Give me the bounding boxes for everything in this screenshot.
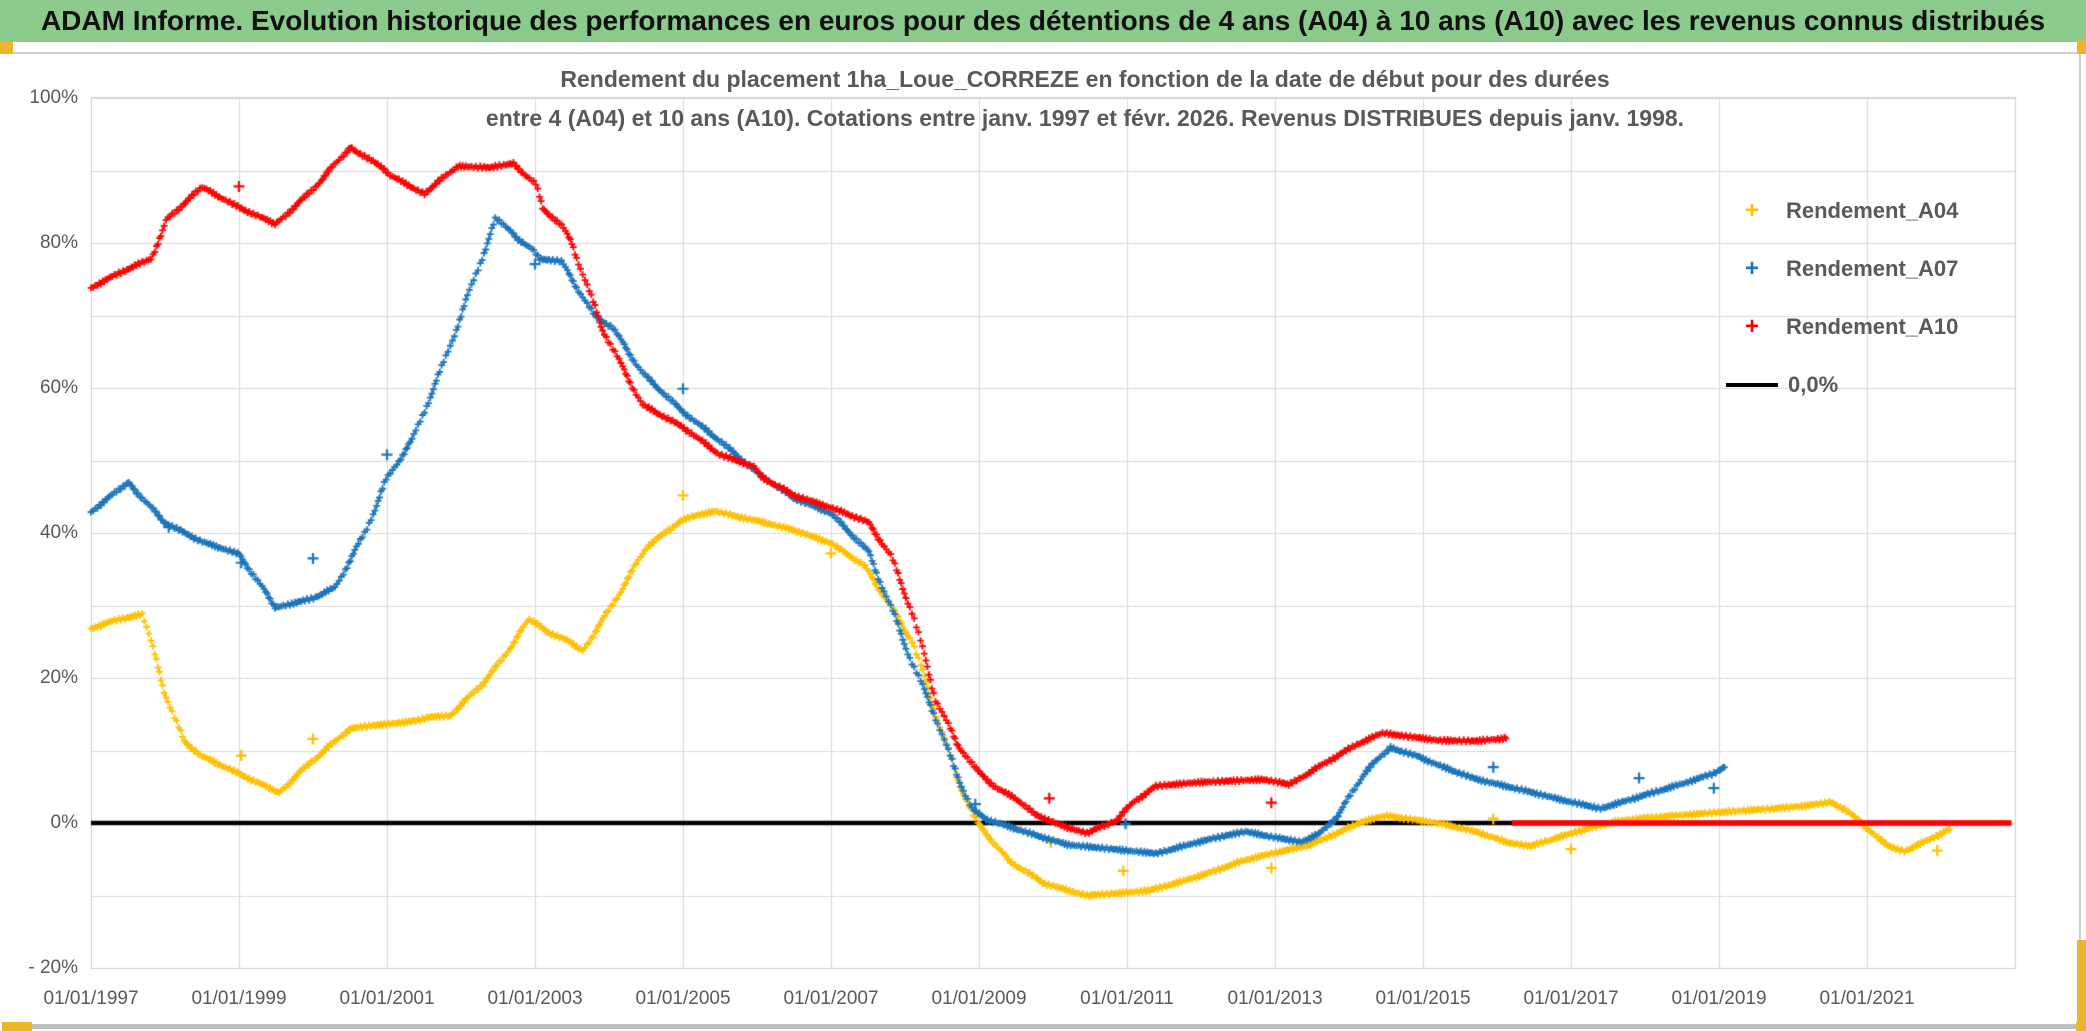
legend-label: Rendement_A07 — [1786, 256, 1959, 281]
x-tick-label: 01/01/2019 — [1671, 988, 1767, 1009]
plus-marker-icon: + — [1744, 255, 1759, 282]
x-tick-label: 01/01/2009 — [931, 988, 1027, 1009]
y-tick-label: - 20% — [28, 957, 78, 978]
x-tick-label: 01/01/2011 — [1080, 988, 1174, 1009]
y-tick-label: 100% — [29, 87, 78, 108]
x-tick-label: 01/01/2005 — [635, 988, 731, 1009]
x-tick-label: 01/01/2003 — [487, 988, 583, 1009]
legend-item-rendement-a10[interactable]: + Rendement_A10 — [1726, 298, 2026, 356]
x-tick-label: 01/01/2007 — [783, 988, 879, 1009]
x-tick-label: 01/01/1997 — [43, 988, 139, 1009]
legend-item-rendement-a07[interactable]: + Rendement_A07 — [1726, 240, 2026, 298]
chart-title-line2: entre 4 (A04) et 10 ans (A10). Cotations… — [485, 105, 1685, 131]
y-tick-label: 60% — [39, 377, 78, 398]
y-tick-label: 20% — [39, 667, 78, 688]
y-tick-label: 80% — [39, 232, 78, 253]
chart-title: Rendement du placement 1ha_Loue_CORREZE … — [320, 60, 1850, 138]
legend-label: 0,0% — [1788, 372, 1839, 397]
x-tick-label: 01/01/1999 — [191, 988, 287, 1009]
chart-title-line1: Rendement du placement 1ha_Loue_CORREZE … — [560, 66, 1610, 92]
legend-item-0-0-[interactable]: 0,0% — [1726, 356, 2026, 414]
x-tick-label: 01/01/2013 — [1227, 988, 1323, 1009]
x-tick-label: 01/01/2021 — [1819, 988, 1915, 1009]
y-tick-label: 40% — [39, 522, 78, 543]
zero-line-swatch — [1726, 383, 1778, 387]
legend-label: Rendement_A10 — [1786, 314, 1959, 339]
plus-marker-icon: + — [1744, 197, 1759, 224]
legend-label: Rendement_A04 — [1786, 198, 1959, 223]
y-tick-label: 0% — [50, 812, 78, 833]
plus-marker-icon: + — [1744, 313, 1759, 340]
chart-legend[interactable]: + Rendement_A04 + Rendement_A07 + Rendement_A… — [1726, 182, 2026, 414]
x-tick-label: 01/01/2015 — [1375, 988, 1471, 1009]
legend-item-rendement-a04[interactable]: + Rendement_A04 — [1726, 182, 2026, 240]
x-tick-label: 01/01/2017 — [1523, 988, 1619, 1009]
x-tick-label: 01/01/2001 — [339, 988, 435, 1009]
